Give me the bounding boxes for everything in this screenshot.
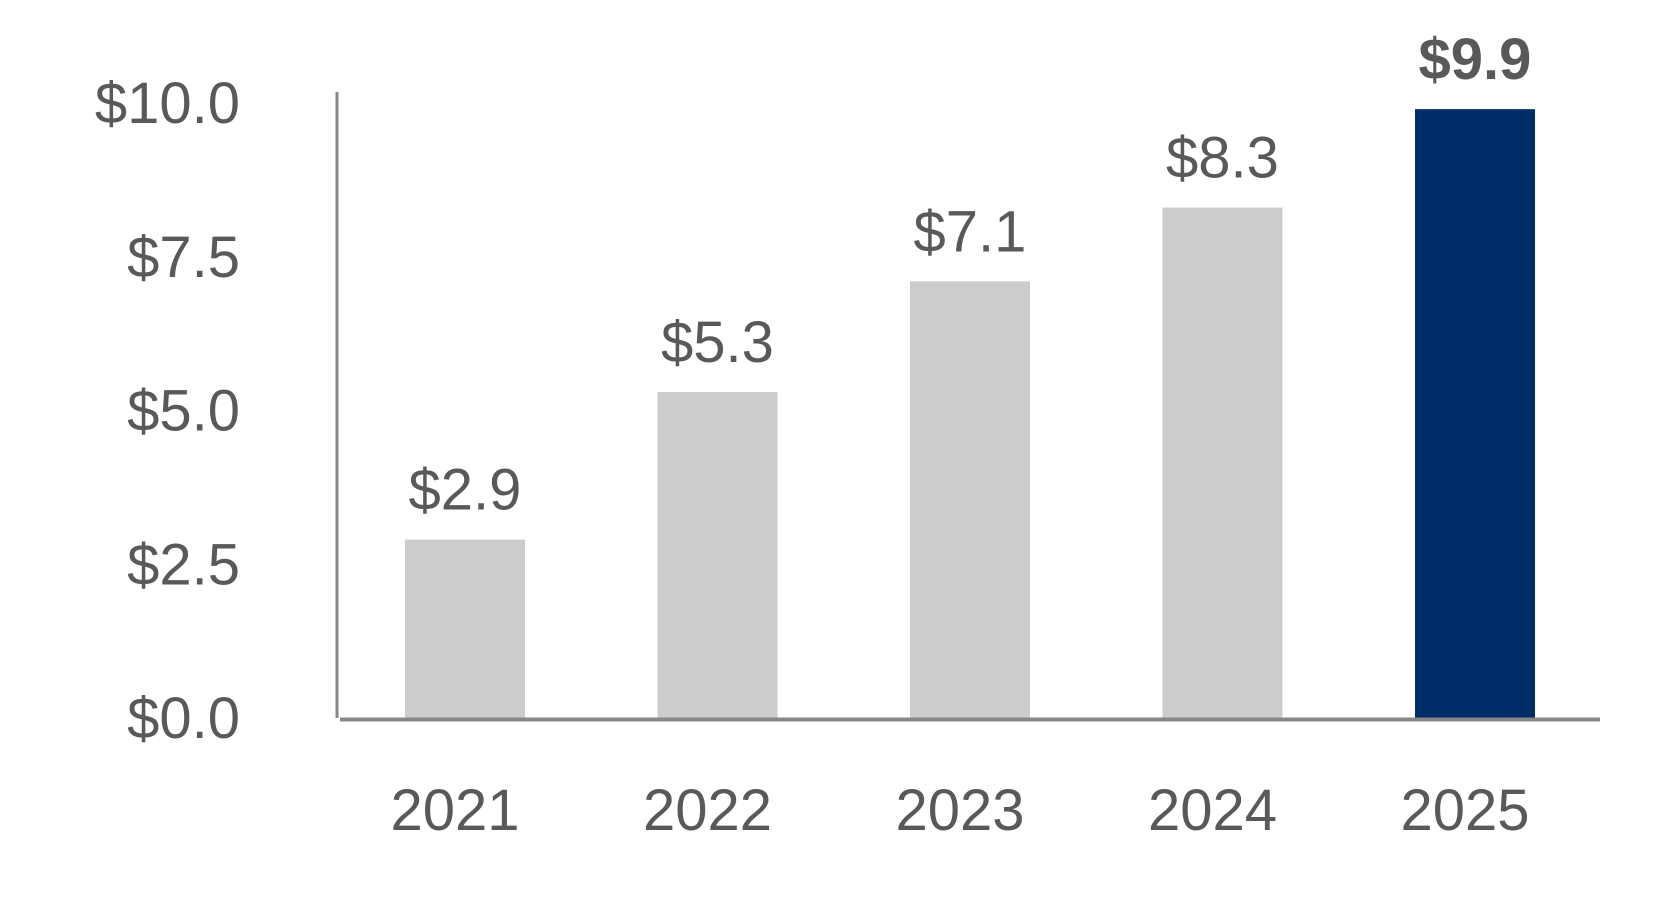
x-tick-label-2025: 2025 [1400, 778, 1529, 843]
x-tick-label-2022: 2022 [643, 778, 772, 843]
y-tick-label: $5.0 [127, 379, 240, 444]
data-labels: $2.9 $5.3 $7.1 $8.3 $9.9 [409, 27, 1532, 523]
y-tick-label: $10.0 [95, 71, 240, 136]
y-tick-label: $7.5 [127, 225, 240, 290]
x-axis-category-labels: 2021 2022 2023 2024 2025 [390, 778, 1529, 843]
bar-2022 [657, 392, 778, 718]
x-tick-label-2023: 2023 [895, 778, 1024, 843]
bar-2024 [1162, 207, 1283, 719]
bars [405, 109, 1535, 719]
data-label-2023: $7.1 [914, 199, 1027, 264]
data-label-2022: $5.3 [661, 310, 774, 375]
y-tick-label: $2.5 [127, 532, 240, 597]
y-tick-label: $0.0 [127, 686, 240, 751]
y-axis-tick-labels: $0.0 $2.5 $5.0 $7.5 $10.0 [95, 71, 240, 751]
data-label-2021: $2.9 [409, 458, 522, 523]
bar-2025 [1415, 109, 1535, 718]
data-label-2025: $9.9 [1419, 27, 1532, 92]
data-label-2024: $8.3 [1166, 126, 1279, 191]
bar-2023 [910, 281, 1030, 718]
x-tick-label-2024: 2024 [1148, 778, 1277, 843]
x-tick-label-2021: 2021 [390, 778, 519, 843]
bar-2021 [405, 539, 525, 718]
